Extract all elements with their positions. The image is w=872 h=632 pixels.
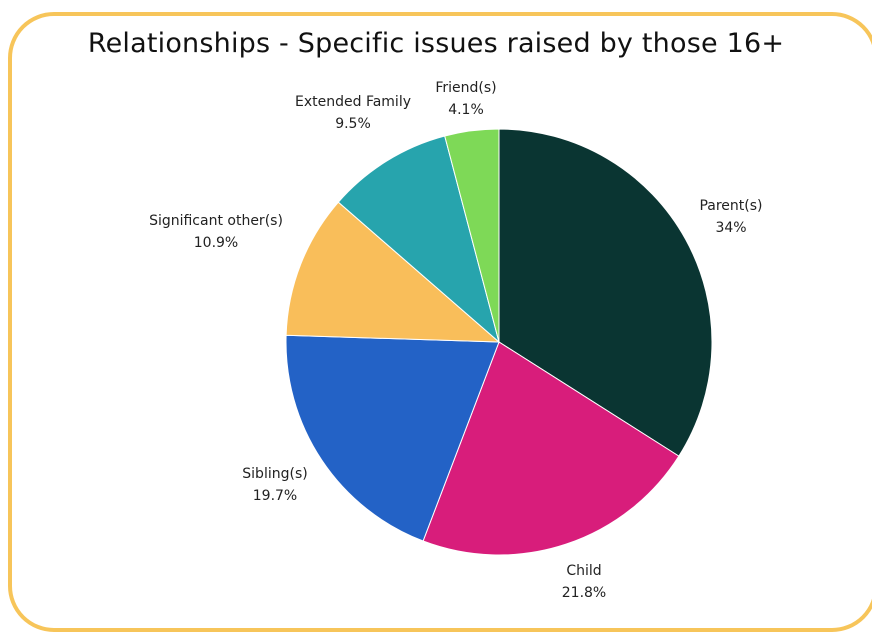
slice-value-friend-s: 4.1%	[448, 102, 484, 118]
pie-slice-extended-family	[337, 135, 500, 344]
pie-slice-friend-s	[444, 128, 500, 343]
slice-label-child: Child	[566, 563, 601, 579]
pie-labels: Parent(s) 34% Child 21.8% Sibling(s) 19.7% Sig…	[149, 80, 762, 601]
slice-label-friend-s: Friend(s)	[435, 80, 496, 96]
pie-slice-parent-s	[498, 128, 713, 457]
pie-chart: Parent(s) 34% Child 21.8% Sibling(s) 19.7% Sig…	[149, 80, 762, 601]
pie-slice-significant-other-s	[285, 201, 501, 343]
pie-slice-child	[422, 341, 680, 556]
slice-value-significant-other-s: 10.9%	[194, 235, 238, 251]
slice-value-child: 21.8%	[562, 585, 606, 601]
pie-slices	[285, 128, 713, 556]
slice-value-extended-family: 9.5%	[335, 116, 371, 132]
slice-label-significant-other-s: Significant other(s)	[149, 213, 283, 229]
chart-title: Relationships - Specific issues raised b…	[87, 28, 785, 59]
slice-value-sibling-s: 19.7%	[253, 488, 297, 504]
slice-label-extended-family: Extended Family	[295, 94, 411, 110]
slice-value-parent-s: 34%	[715, 220, 746, 236]
slice-label-parent-s: Parent(s)	[699, 198, 762, 214]
slice-label-sibling-s: Sibling(s)	[242, 466, 307, 482]
pie-slice-sibling-s	[285, 334, 500, 542]
